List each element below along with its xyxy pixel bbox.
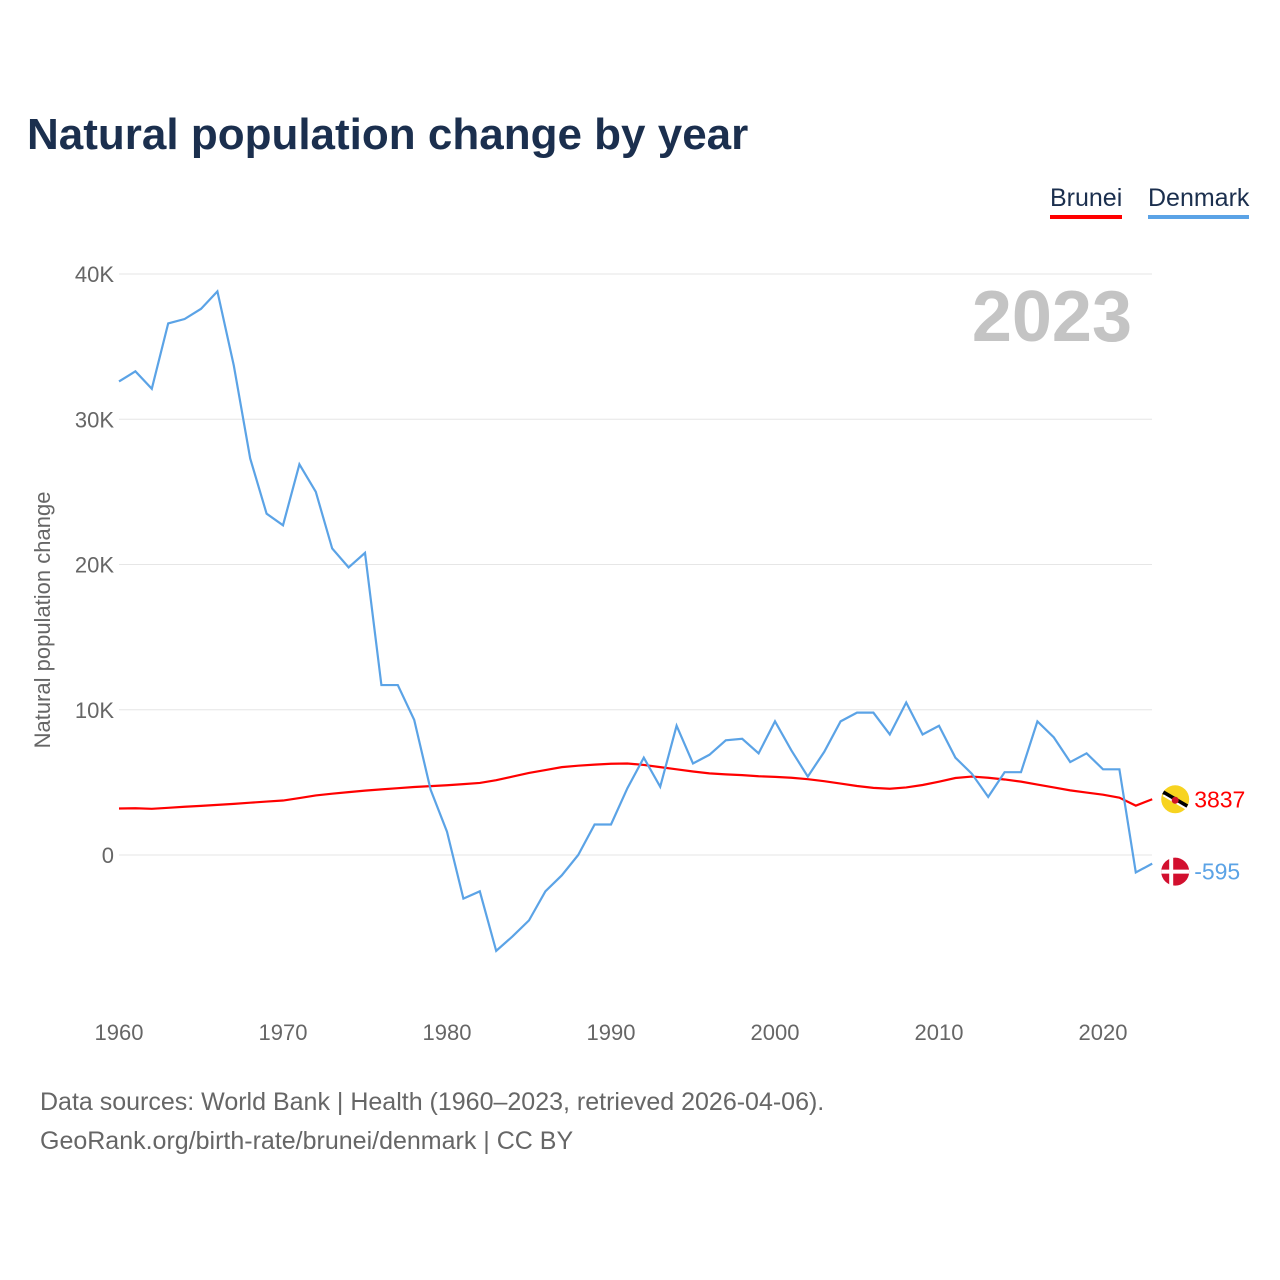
y-tick-label: 20K xyxy=(75,553,114,578)
legend-denmark[interactable]: Denmark xyxy=(1148,184,1250,219)
x-tick-label: 1980 xyxy=(423,1020,472,1045)
year-watermark: 2023 xyxy=(972,277,1132,357)
y-tick-label: 10K xyxy=(75,698,114,723)
legend-brunei[interactable]: Brunei xyxy=(1050,184,1123,219)
y-tick-label: 30K xyxy=(75,407,114,432)
denmark-flag-cross xyxy=(1161,869,1190,874)
x-tick-label: 2020 xyxy=(1079,1020,1128,1045)
footer-source: Data sources: World Bank | Health (1960–… xyxy=(40,1088,825,1116)
x-tick-label: 2000 xyxy=(751,1020,800,1045)
end-value-label-denmark: -595 xyxy=(1194,859,1240,885)
brunei-flag-emblem xyxy=(1171,796,1179,804)
chart-title: Natural population change by year xyxy=(27,110,749,159)
x-tick-label: 1990 xyxy=(587,1020,636,1045)
x-tick-label: 1960 xyxy=(95,1020,144,1045)
y-tick-label: 40K xyxy=(75,262,114,287)
x-tick-label: 1970 xyxy=(259,1020,308,1045)
end-value-label-brunei: 3837 xyxy=(1194,786,1245,812)
y-axis-label: Natural population change xyxy=(30,492,55,749)
footer-link[interactable]: GeoRank.org/birth-rate/brunei/denmark | … xyxy=(40,1127,574,1155)
line-chart: 0 10K 20K 30K 40K 1960 1970 1980 1990 2000 2010 202… xyxy=(30,262,1245,1045)
y-tick-label: 0 xyxy=(102,843,114,868)
series-line-brunei xyxy=(118,762,1153,810)
x-tick-label: 2010 xyxy=(915,1020,964,1045)
series-line-denmark xyxy=(118,289,1153,953)
